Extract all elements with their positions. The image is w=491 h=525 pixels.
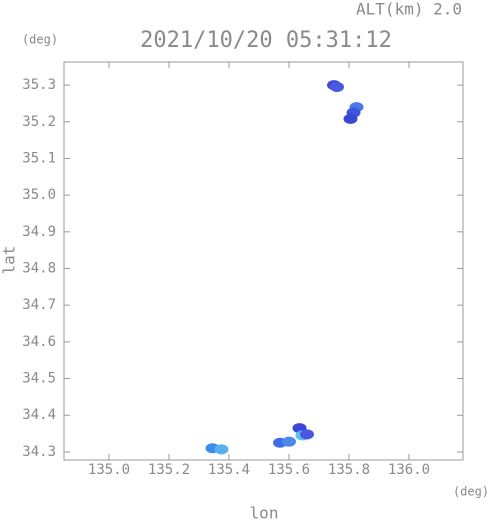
y-tick-label: 34.4 bbox=[22, 407, 56, 423]
y-tick-label: 35.1 bbox=[22, 150, 56, 166]
x-tick-label: 135.2 bbox=[148, 462, 190, 478]
echo-point bbox=[300, 429, 314, 440]
y-tick-label: 34.7 bbox=[22, 297, 56, 313]
y-tick-label: 35.3 bbox=[22, 77, 56, 93]
x-tick-label: 135.4 bbox=[208, 462, 250, 478]
altitude: ALT(km) 2.0 bbox=[356, 0, 462, 19]
chart-title: 2021/10/20 05:31:12 bbox=[140, 28, 392, 53]
echo-point bbox=[214, 444, 229, 455]
echo-point bbox=[343, 113, 358, 124]
y-tick-label: 34.6 bbox=[22, 334, 56, 350]
y-tick-label: 34.9 bbox=[22, 224, 56, 240]
x-tick-label: 136.0 bbox=[388, 462, 430, 478]
y-tick-label: 34.3 bbox=[22, 444, 56, 460]
echo-point bbox=[282, 436, 296, 447]
x-axis-label: lon bbox=[250, 504, 279, 522]
y-unit: (deg) bbox=[22, 33, 58, 47]
echo-point bbox=[330, 81, 344, 92]
x-tick-label: 135.6 bbox=[268, 462, 310, 478]
y-axis-label: lat bbox=[0, 246, 19, 275]
y-tick-label: 35.2 bbox=[22, 114, 56, 130]
y-tick-label: 34.5 bbox=[22, 371, 56, 387]
x-unit: (deg) bbox=[453, 485, 489, 499]
x-tick-label: 135.8 bbox=[328, 462, 370, 478]
plot-frame bbox=[63, 61, 464, 461]
x-tick-label: 135.0 bbox=[88, 462, 130, 478]
y-tick-label: 35.0 bbox=[22, 187, 56, 203]
y-tick-label: 34.8 bbox=[22, 261, 56, 277]
